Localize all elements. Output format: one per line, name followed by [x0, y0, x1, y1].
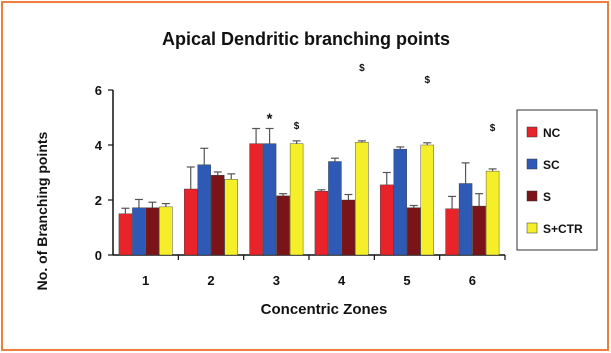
- x-tick-label: 3: [273, 273, 280, 288]
- bar: [458, 183, 473, 256]
- bar: [289, 143, 304, 256]
- bar: [211, 175, 225, 256]
- bar: [145, 207, 160, 256]
- bar: [118, 213, 133, 256]
- bar: [328, 161, 342, 256]
- x-tick-label: 2: [207, 273, 214, 288]
- y-axis-label: No. of Branching points: [34, 131, 50, 290]
- chart-title: Apical Dendritic branching points: [162, 29, 450, 49]
- bar: [445, 208, 459, 256]
- y-tick-label: 6: [95, 83, 102, 98]
- bar: [132, 207, 146, 256]
- bar: [393, 148, 407, 256]
- legend-label: S: [543, 190, 551, 204]
- legend-swatch: [526, 222, 538, 234]
- bar: [380, 184, 394, 256]
- x-tick-label: 1: [142, 273, 149, 288]
- y-tick-label: 4: [95, 138, 103, 153]
- legend-label: S+CTR: [543, 222, 583, 236]
- bar: [472, 205, 486, 256]
- legend-swatch: [526, 158, 538, 170]
- bar: [355, 142, 369, 256]
- legend-label: SC: [543, 158, 560, 172]
- bar: [197, 164, 211, 256]
- bar: [407, 207, 421, 256]
- significance-marker: *: [267, 111, 273, 128]
- significance-marker: $: [490, 123, 496, 134]
- bar: [159, 206, 173, 256]
- legend: NC SC S S+CTR: [516, 109, 598, 251]
- bar: [224, 179, 238, 256]
- plot-area: 0 2 4 6 1 2 3 4 5 6 * $ $ $ $: [95, 63, 506, 288]
- bar: [184, 188, 198, 256]
- bar: [485, 170, 500, 256]
- x-tick-label: 6: [469, 273, 476, 288]
- significance-marker: $: [294, 121, 300, 132]
- bar: [262, 143, 277, 256]
- bar: [314, 190, 329, 256]
- x-axis-label: Concentric Zones: [261, 301, 388, 318]
- legend-swatch: [526, 126, 538, 138]
- bar: [420, 144, 434, 256]
- x-tick-label: 4: [338, 273, 346, 288]
- y-tick-label: 0: [95, 248, 102, 263]
- significance-marker: $: [424, 75, 430, 86]
- y-tick-label: 2: [95, 193, 102, 208]
- x-tick-label: 5: [403, 273, 410, 288]
- legend-swatch: [526, 190, 538, 202]
- significance-marker: $: [359, 63, 365, 74]
- bar: [341, 199, 356, 256]
- bar: [276, 195, 290, 256]
- bar: [249, 143, 263, 256]
- legend-label: NC: [543, 126, 561, 140]
